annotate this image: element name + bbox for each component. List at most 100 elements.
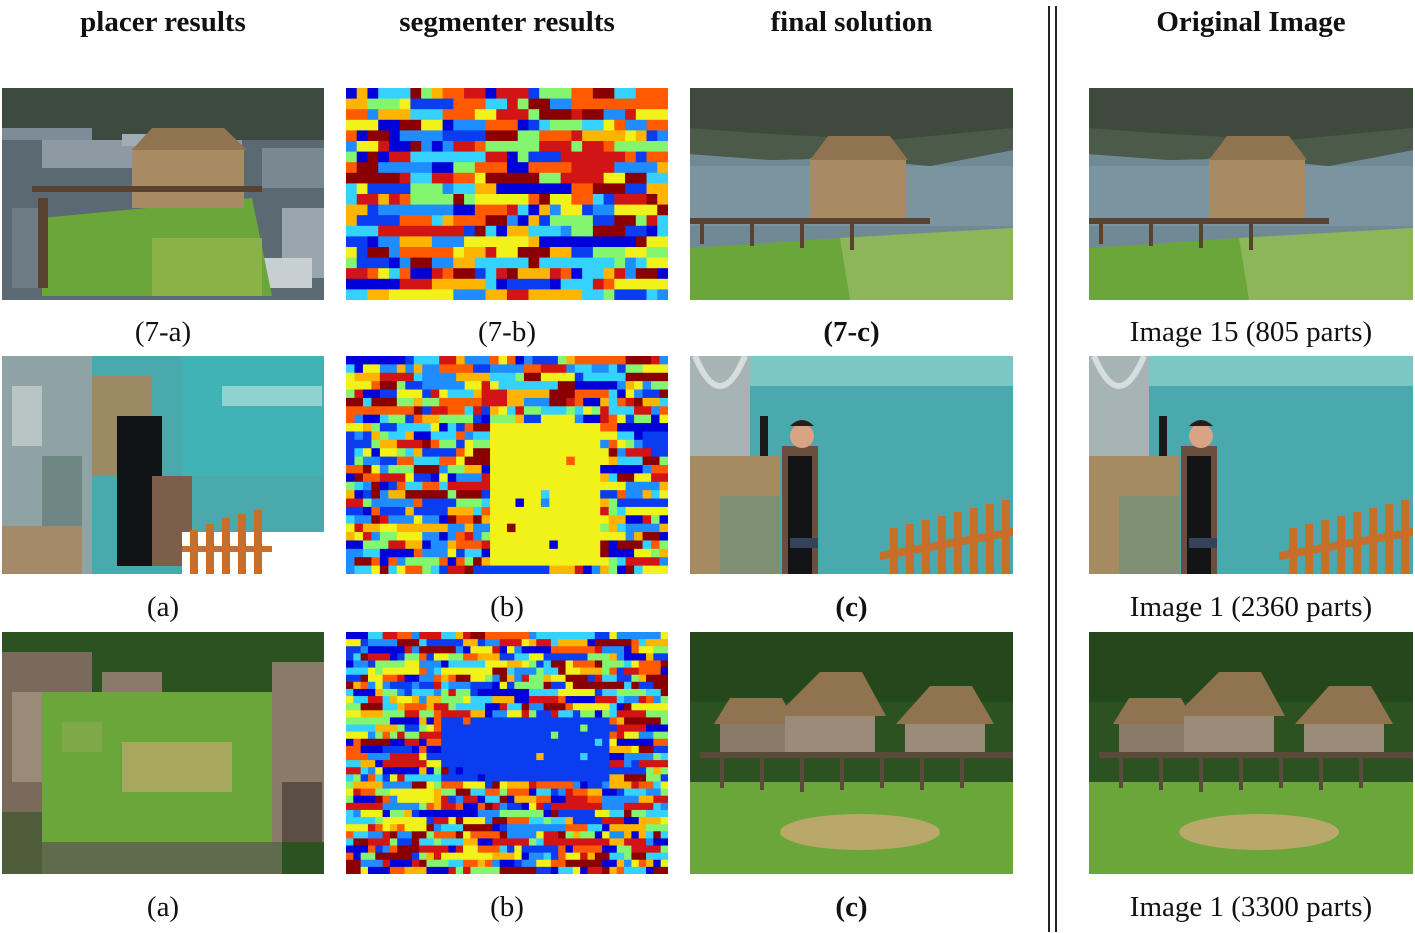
segment-cell [382,667,391,676]
segment-cell [456,490,466,500]
segment-cell [594,745,603,754]
segment-cell [490,381,500,391]
segment-cell [642,397,652,407]
segment-cell [528,681,537,690]
segment-cell [354,465,364,474]
segment-cell [657,225,668,237]
segment-cell [587,717,596,726]
segment-cell [426,653,435,662]
segment-cell [470,788,479,797]
segment-cell [653,646,662,654]
segment-cell [463,632,472,640]
segment-cell [396,515,406,525]
segment-cell [388,162,401,174]
segment-cell [583,532,593,542]
segment-cell [514,774,523,783]
segment-cell [602,795,611,804]
segment-cell [543,767,552,775]
segment-cell [536,809,545,818]
segment-cell [367,795,376,804]
segment-cell [441,753,450,761]
segment-cell [646,257,658,269]
segment-cell [549,515,559,525]
segment-cell [397,688,406,697]
placer-result-image-row2 [2,356,324,574]
segment-cell [356,119,369,131]
segment-cell [543,632,552,640]
segmenter-caption-row1: (7-b) [478,316,536,348]
segment-cell [587,639,596,647]
segment-cell [371,414,381,424]
segment-cell [477,674,486,683]
segment-cell [558,852,567,861]
segment-cell [616,674,625,683]
segment-cell [558,710,567,719]
segment-cell [356,257,369,269]
segment-cell [473,548,483,558]
segment-cell [659,356,668,365]
segment-cell [659,540,668,550]
segment-cell [485,724,493,733]
segment-cell [397,795,406,804]
segment-cell [631,774,640,783]
segment-cell [382,696,391,704]
segment-cell [616,646,625,654]
segment-cell [413,456,423,466]
segment-cell [422,548,432,558]
segment-cell [625,236,637,248]
segment-cell [477,824,486,832]
segment-cell [354,481,364,491]
original-image-header: Original Image [1156,6,1346,38]
segment-cell [389,703,398,711]
segment-cell [474,151,487,163]
segment-cell [371,389,381,399]
segment-cell [557,372,567,382]
original-caption-row2: Image 1 (2360 parts) [1129,591,1373,623]
segment-cell [453,268,465,280]
segment-cell [477,774,486,783]
segment-cell [594,809,603,818]
segment-cell [388,183,401,195]
segment-cell [616,802,625,811]
segment-cell [659,490,668,500]
segment-cell [532,540,542,550]
segment-cell [378,98,390,110]
segment-cell [517,119,530,131]
segment-cell [499,852,508,861]
segment-cell [583,490,593,500]
segment-cell [594,710,603,719]
segment-cell [528,688,537,697]
segment-cell [399,162,411,174]
final-solution-image-row1 [690,88,1013,300]
segment-cell [477,838,486,847]
segment-cell [660,767,668,775]
segment-cell [638,781,647,790]
segment-cell [521,731,530,740]
segment-cell [388,540,398,550]
segment-cell [565,731,574,740]
segment-cell [367,247,379,259]
segment-cell [572,660,581,669]
segment-cell [634,364,644,374]
segment-cell [447,565,457,574]
segment-cell [609,738,618,747]
segment-cell [378,289,390,300]
segment-cell [600,431,610,441]
segment-cell [549,98,562,110]
segment-cell [456,372,466,382]
final-solution-image-row2 [690,356,1013,574]
segment-cell [550,696,559,704]
segment-cell [477,753,486,761]
segment-cell [356,236,369,248]
segment-cell [442,98,454,110]
segment-cell [499,802,508,811]
segment-cell [441,852,450,861]
segment-cell [549,356,559,365]
segment-cell [379,364,389,374]
segment-cell [582,204,594,216]
segment-cell [442,183,454,195]
segment-cell [550,859,559,868]
segment-cell [653,639,662,647]
placer-results-header: placer results [80,6,246,38]
segment-cell [540,548,550,558]
